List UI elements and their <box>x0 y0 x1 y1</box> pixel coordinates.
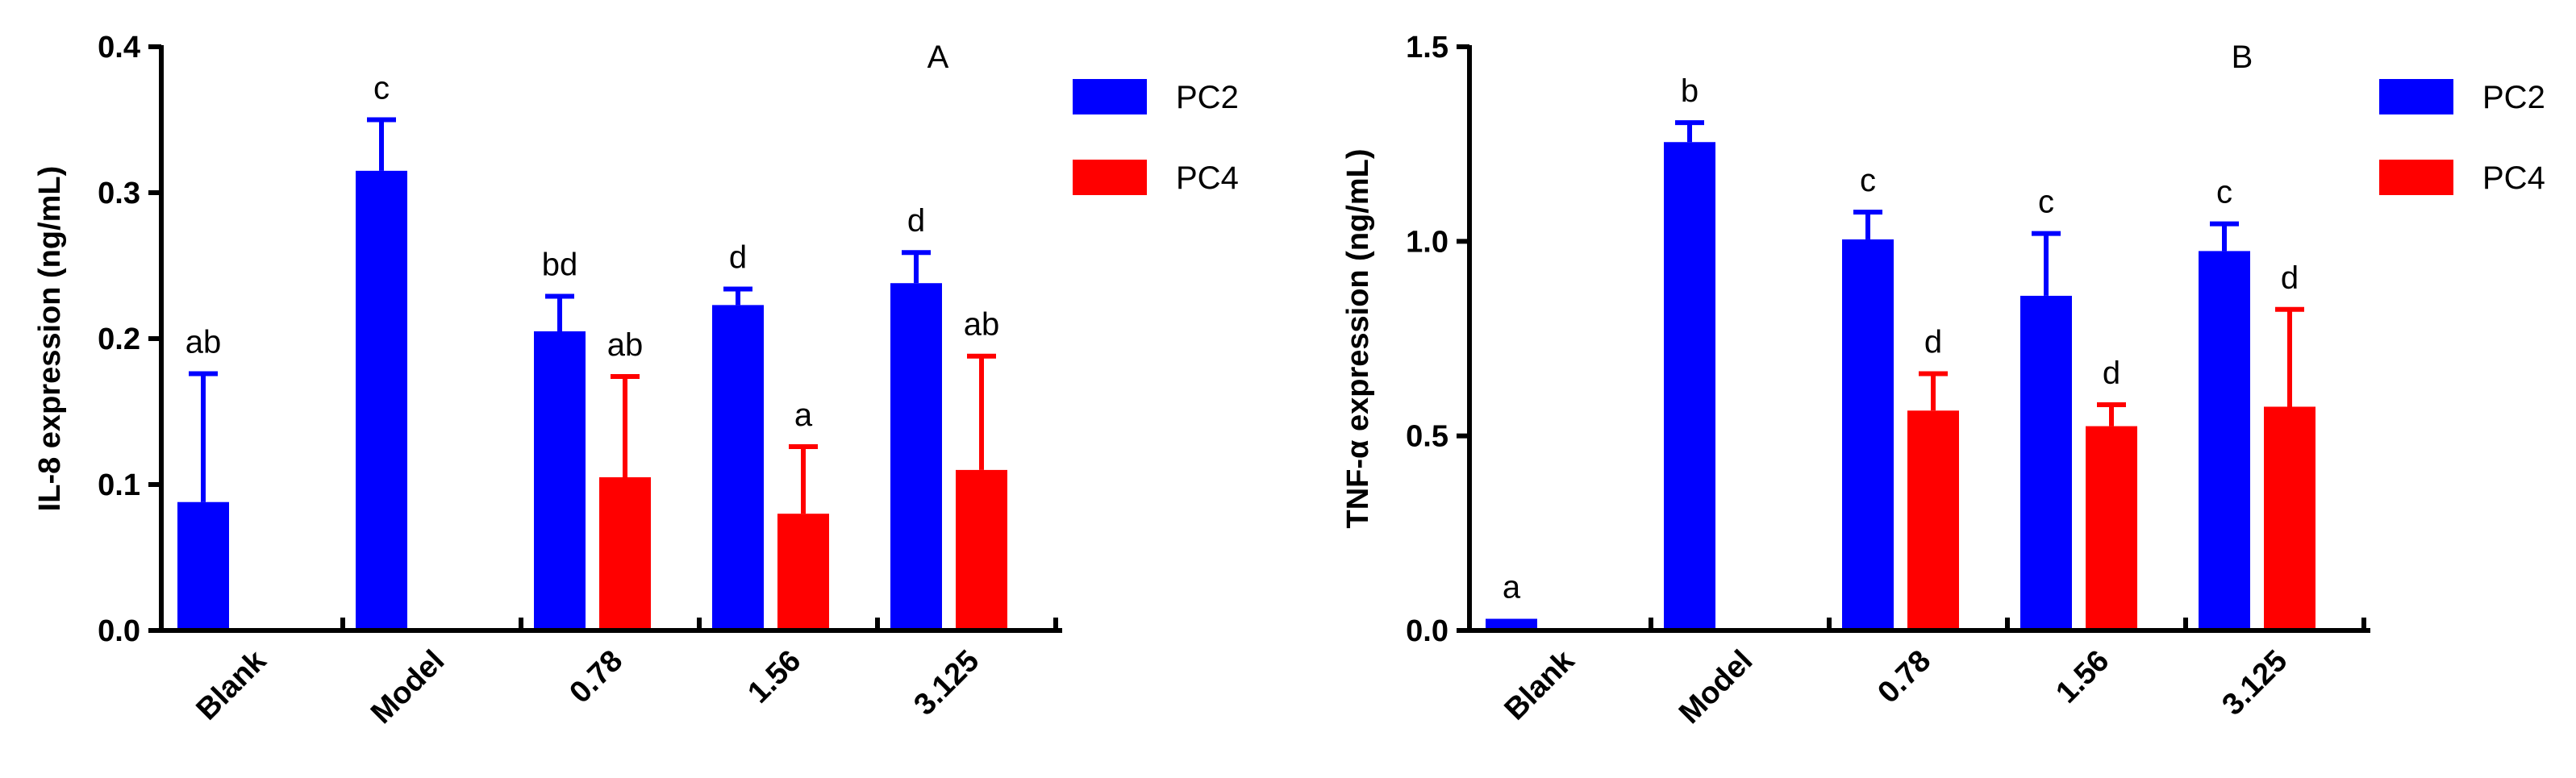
significance-label: d <box>729 239 747 275</box>
bar-pc2-0-78 <box>534 331 586 630</box>
chart-panel-b: a b c c c d d d 0.0 0.5 1.0 1.5 Blank Model 0.78 1.56 3.… <box>1341 31 2545 730</box>
x-category-label: Blank <box>190 643 273 726</box>
y-tick-label: 1.5 <box>1406 31 1448 64</box>
x-category-label: 0.78 <box>1871 644 1937 710</box>
significance-label: bd <box>542 248 578 283</box>
bar-pc2-blank <box>1486 618 1537 630</box>
bar-pc2-0-78 <box>1842 239 1894 630</box>
panel-label: B <box>2232 40 2253 75</box>
y-tick-label: 0.0 <box>1406 614 1448 648</box>
bar-pc2-model <box>356 170 407 631</box>
y-tick-label: 0.2 <box>98 322 140 356</box>
y-tick-label: 1.0 <box>1406 225 1448 259</box>
legend-swatch-pc4 <box>1073 160 1147 195</box>
y-tick-label: 0.4 <box>98 31 140 64</box>
significance-label: d <box>2281 260 2299 296</box>
legend-swatch-pc4 <box>2379 160 2453 195</box>
y-axis-title: IL-8 expression (ng/mL) <box>33 166 67 512</box>
legend-label-pc2: PC2 <box>2482 80 2545 115</box>
panel-label: A <box>927 40 949 75</box>
y-tick-label: 0.0 <box>98 614 140 648</box>
significance-label: ab <box>607 327 644 363</box>
significance-label: c <box>1860 163 1876 198</box>
significance-label: a <box>1503 570 1521 605</box>
y-tick-label: 0.5 <box>1406 420 1448 454</box>
significance-label: d <box>2103 356 2120 391</box>
chart-panel-a: ab c bd d d ab a ab 0.0 0.1 0.2 0.3 0.4 Blank Model 0.7… <box>33 31 1239 730</box>
bar-pc2-1-56 <box>2020 295 2072 630</box>
x-category-label: Blank <box>1498 643 1581 726</box>
significance-label: d <box>907 203 925 239</box>
significance-label: ab <box>964 307 1000 343</box>
significance-label: a <box>794 397 813 433</box>
legend-label-pc2: PC2 <box>1176 80 1239 115</box>
bar-pc4-0-78 <box>599 476 651 630</box>
y-tick-label: 0.3 <box>98 177 140 210</box>
x-category-label: 0.78 <box>563 644 629 710</box>
y-tick-label: 0.1 <box>98 468 140 502</box>
significance-label: d <box>1924 324 1942 360</box>
significance-label: c <box>2216 175 2232 210</box>
legend-swatch-pc2 <box>2379 79 2453 114</box>
bar-pc4-0-78 <box>1907 410 1959 630</box>
significance-label: b <box>1681 73 1699 109</box>
bar-pc2-3-125 <box>890 283 942 630</box>
x-category-label: 1.56 <box>741 644 807 710</box>
x-category-label: 1.56 <box>2049 644 2115 710</box>
legend-label-pc4: PC4 <box>1176 160 1239 196</box>
bar-pc2-blank <box>177 501 229 630</box>
bar-pc4-3-125 <box>956 469 1007 630</box>
legend-swatch-pc2 <box>1073 79 1147 114</box>
bar-pc2-model <box>1664 142 1715 631</box>
x-category-label: Model <box>365 644 451 730</box>
y-axis-title: TNF-α expression (ng/mL) <box>1341 149 1375 529</box>
significance-label: c <box>373 71 390 106</box>
bar-pc4-3-125 <box>2264 406 2315 630</box>
bar-pc4-1-56 <box>2086 426 2137 630</box>
x-category-label: Model <box>1673 644 1759 730</box>
x-category-label: 3.125 <box>907 644 986 722</box>
x-category-label: 3.125 <box>2215 644 2294 722</box>
significance-label: c <box>2038 185 2054 220</box>
significance-label: ab <box>185 324 222 360</box>
bar-pc2-1-56 <box>712 305 764 630</box>
bar-pc2-3-125 <box>2199 251 2250 630</box>
bar-pc4-1-56 <box>777 514 829 630</box>
legend-label-pc4: PC4 <box>2482 160 2545 196</box>
